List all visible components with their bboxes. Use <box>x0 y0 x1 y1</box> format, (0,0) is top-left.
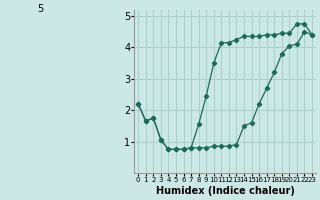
X-axis label: Humidex (Indice chaleur): Humidex (Indice chaleur) <box>156 186 295 196</box>
Text: 5: 5 <box>37 4 44 14</box>
